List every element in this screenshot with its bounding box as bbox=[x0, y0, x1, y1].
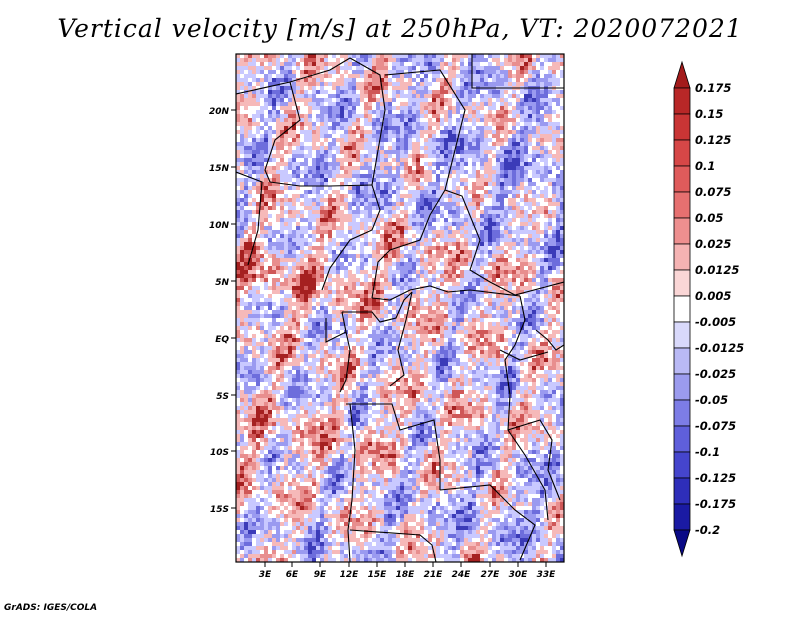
lon-tick-label: 33E bbox=[537, 570, 557, 580]
colorbar-label: -0.0125 bbox=[695, 341, 744, 355]
lat-tick-label: 15S bbox=[210, 505, 229, 515]
map-frame bbox=[235, 53, 565, 563]
lon-tick-label: 3E bbox=[259, 570, 272, 580]
lat-tick-label: 5N bbox=[215, 278, 229, 288]
colorbar-label: -0.175 bbox=[695, 497, 736, 511]
colorbar-label: -0.1 bbox=[695, 445, 720, 459]
colorbar-swatch bbox=[673, 87, 691, 115]
colorbar-swatch bbox=[673, 165, 691, 193]
border-line bbox=[349, 57, 386, 186]
lon-tick-label: 18E bbox=[396, 570, 416, 580]
border-line bbox=[236, 57, 351, 95]
colorbar-label: 0.175 bbox=[695, 81, 731, 95]
colorbar-label: 0.005 bbox=[695, 289, 731, 303]
colorbar-swatch bbox=[673, 269, 691, 297]
border-line bbox=[371, 285, 521, 301]
lat-tick-label: 5S bbox=[216, 392, 229, 402]
colorbar-swatch bbox=[673, 139, 691, 167]
border-line bbox=[371, 189, 446, 299]
border-line bbox=[439, 484, 536, 561]
colorbar-swatch bbox=[673, 321, 691, 349]
colorbar-swatch bbox=[673, 399, 691, 427]
border-line bbox=[535, 329, 564, 351]
lon-tick-label: 6E bbox=[286, 570, 299, 580]
colorbar-label: 0.0125 bbox=[695, 263, 739, 277]
colorbar-label: 0.15 bbox=[695, 107, 723, 121]
border-line bbox=[347, 403, 356, 562]
colorbar: 0.175 0.15 0.125 0.1 0.075 0.05 0.025 0.0125 0.0… bbox=[673, 60, 744, 558]
border-line bbox=[349, 529, 437, 562]
lon-tick-label: 21E bbox=[424, 570, 444, 580]
colorbar-label: -0.005 bbox=[695, 315, 736, 329]
colorbar-swatch bbox=[673, 373, 691, 401]
colorbar-swatch bbox=[673, 217, 691, 245]
lon-tick-label: 12E bbox=[340, 570, 360, 580]
border-line bbox=[236, 171, 263, 266]
latitude-axis: 20N 15N 10N 5N EQ 5S 10S 15S bbox=[209, 107, 236, 515]
colorbar-label: -0.05 bbox=[695, 393, 728, 407]
colorbar-label: -0.075 bbox=[695, 419, 736, 433]
lon-tick-label: 24E bbox=[452, 570, 472, 580]
lat-tick-label: 10S bbox=[210, 448, 229, 458]
border-line bbox=[269, 181, 373, 187]
colorbar-label: -0.025 bbox=[695, 367, 736, 381]
border-line bbox=[524, 454, 549, 521]
colorbar-label: -0.2 bbox=[695, 523, 720, 537]
colorbar-swatch bbox=[673, 503, 691, 531]
colorbar-label: 0.1 bbox=[695, 159, 715, 173]
border-line bbox=[499, 349, 549, 361]
border-line bbox=[507, 419, 561, 501]
colorbar-label: 0.025 bbox=[695, 237, 731, 251]
chart-title: Vertical velocity [m/s] at 250hPa, VT: 2… bbox=[57, 14, 743, 43]
colorbar-swatch bbox=[673, 113, 691, 141]
colorbar-label: 0.075 bbox=[695, 185, 731, 199]
lat-tick-label: 15N bbox=[209, 164, 230, 174]
colorbar-swatch bbox=[673, 425, 691, 453]
colorbar-swatch bbox=[673, 295, 691, 323]
colorbar-swatch bbox=[673, 191, 691, 219]
lon-tick-label: 30E bbox=[509, 570, 529, 580]
border-line bbox=[346, 403, 441, 490]
lon-tick-label: 15E bbox=[368, 570, 388, 580]
colorbar-swatch bbox=[673, 60, 691, 89]
colorbar-swatch bbox=[673, 477, 691, 505]
longitude-axis: 3E 6E 9E 12E 15E 18E 21E 24E 27E 30E 33E bbox=[259, 562, 556, 580]
colorbar-swatch bbox=[673, 451, 691, 479]
colorbar-label: 0.05 bbox=[695, 211, 723, 225]
credit-label: GrADS: IGES/COLA bbox=[4, 603, 98, 613]
colorbar-swatch bbox=[673, 529, 691, 558]
lon-tick-label: 27E bbox=[481, 570, 501, 580]
colorbar-label: -0.125 bbox=[695, 471, 736, 485]
border-line bbox=[389, 291, 413, 387]
lat-tick-label: 10N bbox=[209, 221, 230, 231]
border-line bbox=[325, 311, 347, 343]
border-line bbox=[471, 54, 564, 89]
colorbar-swatch bbox=[673, 243, 691, 271]
lat-tick-label: EQ bbox=[215, 335, 229, 345]
border-line bbox=[384, 69, 466, 191]
colorbar-swatch bbox=[673, 347, 691, 375]
lat-tick-label: 20N bbox=[209, 107, 230, 117]
border-line bbox=[339, 331, 351, 393]
colorbar-label: 0.125 bbox=[695, 133, 731, 147]
border-line bbox=[264, 81, 301, 183]
border-line bbox=[342, 291, 413, 323]
border-line bbox=[321, 184, 381, 291]
country-borders bbox=[236, 54, 564, 562]
lon-tick-label: 9E bbox=[314, 570, 327, 580]
